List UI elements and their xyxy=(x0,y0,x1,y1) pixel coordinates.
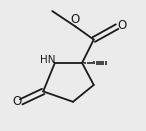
Text: O: O xyxy=(70,13,80,26)
Text: HN: HN xyxy=(40,55,55,65)
Text: O: O xyxy=(12,95,21,108)
Text: O: O xyxy=(117,19,127,32)
